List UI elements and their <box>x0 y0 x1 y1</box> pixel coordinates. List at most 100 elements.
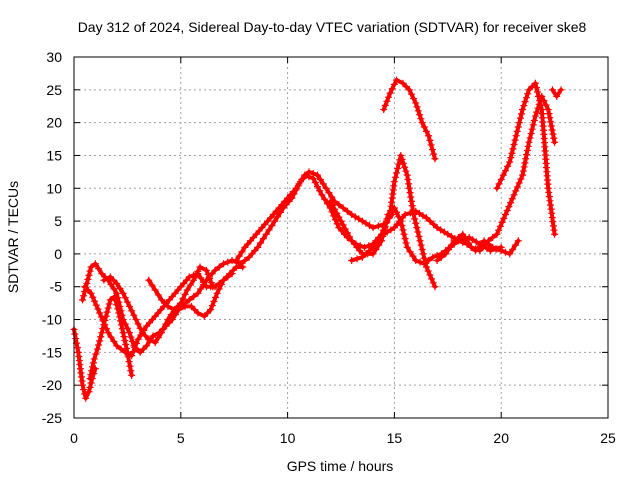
data-point-marker <box>401 235 409 243</box>
data-point-marker <box>207 306 215 314</box>
data-point-marker <box>417 241 425 249</box>
data-point-marker <box>104 304 112 312</box>
data-point-marker <box>511 136 519 144</box>
data-point-marker <box>158 296 166 304</box>
data-point-marker <box>142 332 150 340</box>
data-point-marker <box>90 355 98 363</box>
series-track-g <box>232 151 439 291</box>
data-point-marker <box>365 242 373 250</box>
data-point-marker <box>551 138 559 146</box>
data-point-marker <box>533 108 541 116</box>
data-point-marker <box>305 173 313 181</box>
data-point-marker <box>337 217 345 225</box>
data-point-marker <box>412 256 420 264</box>
data-point-marker <box>110 276 118 284</box>
data-point-marker <box>386 89 394 97</box>
data-point-marker <box>93 345 101 353</box>
data-point-marker <box>509 246 517 254</box>
data-point-marker <box>417 115 425 123</box>
data-point-marker <box>86 267 94 275</box>
data-point-marker <box>86 375 94 383</box>
data-point-marker <box>89 363 97 371</box>
data-point-marker <box>130 311 138 319</box>
data-point-marker <box>85 388 93 396</box>
data-point-marker <box>512 187 520 195</box>
data-point-marker <box>161 299 169 307</box>
data-point-marker <box>520 163 528 171</box>
data-point-marker <box>120 333 128 341</box>
data-point-marker <box>514 123 522 131</box>
data-point-marker <box>381 224 389 232</box>
data-point-marker <box>331 205 339 213</box>
plot-frame <box>73 56 609 419</box>
data-point-marker <box>186 281 194 289</box>
data-point-marker <box>535 92 543 100</box>
data-point-marker <box>126 362 134 370</box>
data-point-marker <box>114 305 122 313</box>
data-point-marker <box>406 189 414 197</box>
y-tick-label: 10 <box>46 180 62 196</box>
data-point-marker <box>445 246 453 254</box>
data-point-marker <box>384 211 392 219</box>
data-point-marker <box>537 101 545 109</box>
data-point-marker <box>85 271 93 279</box>
data-point-marker <box>508 195 516 203</box>
data-point-marker <box>516 114 524 122</box>
data-point-marker <box>101 316 109 324</box>
y-tick-label: 15 <box>46 147 62 163</box>
data-point-marker <box>212 293 220 301</box>
data-point-marker <box>348 211 356 219</box>
data-point-marker <box>192 272 200 280</box>
x-tick-label: 20 <box>493 430 509 446</box>
data-point-marker <box>351 213 359 221</box>
data-point-marker <box>333 209 341 217</box>
data-point-marker <box>87 263 95 271</box>
data-point-marker <box>487 247 495 255</box>
data-point-marker <box>119 329 127 337</box>
data-point-marker <box>527 130 535 138</box>
data-point-marker <box>467 243 475 251</box>
data-point-marker <box>382 219 390 227</box>
data-point-marker <box>127 333 135 341</box>
data-point-marker <box>162 320 170 328</box>
x-tick-label: 15 <box>387 430 403 446</box>
data-point-marker <box>383 215 391 223</box>
data-point-marker <box>124 353 132 361</box>
data-point-marker <box>492 245 500 253</box>
data-point-marker <box>154 291 162 299</box>
data-point-marker <box>185 296 193 304</box>
data-point-marker <box>410 95 418 103</box>
data-point-marker <box>81 390 89 398</box>
data-point-marker <box>262 230 270 238</box>
data-point-marker <box>107 281 115 289</box>
data-point-marker <box>106 296 114 304</box>
data-point-marker <box>369 224 377 232</box>
y-tick-label: -10 <box>42 312 62 328</box>
data-point-marker <box>179 295 187 303</box>
data-point-marker <box>194 267 202 275</box>
data-point-marker <box>87 371 95 379</box>
data-point-marker <box>529 121 537 129</box>
data-point-marker <box>98 329 106 337</box>
data-point-marker <box>228 270 236 278</box>
data-point-marker <box>447 241 455 249</box>
data-point-marker <box>519 106 527 114</box>
data-point-marker <box>343 207 351 215</box>
data-point-marker <box>194 309 202 317</box>
data-point-marker <box>506 158 514 166</box>
data-point-marker <box>325 189 333 197</box>
data-point-marker <box>197 274 205 282</box>
data-point-marker <box>401 211 409 219</box>
data-point-marker <box>512 132 520 140</box>
data-point-marker <box>107 333 115 341</box>
data-point-marker <box>204 309 211 317</box>
y-tick-label: -15 <box>42 344 62 360</box>
data-point-marker <box>526 134 534 142</box>
x-tick-label: 10 <box>280 430 296 446</box>
data-point-marker <box>322 184 330 192</box>
data-point-marker <box>399 79 407 87</box>
y-tick-label: 0 <box>54 246 62 262</box>
data-point-marker <box>328 201 336 209</box>
data-point-marker <box>116 313 124 321</box>
data-point-marker <box>136 324 144 332</box>
